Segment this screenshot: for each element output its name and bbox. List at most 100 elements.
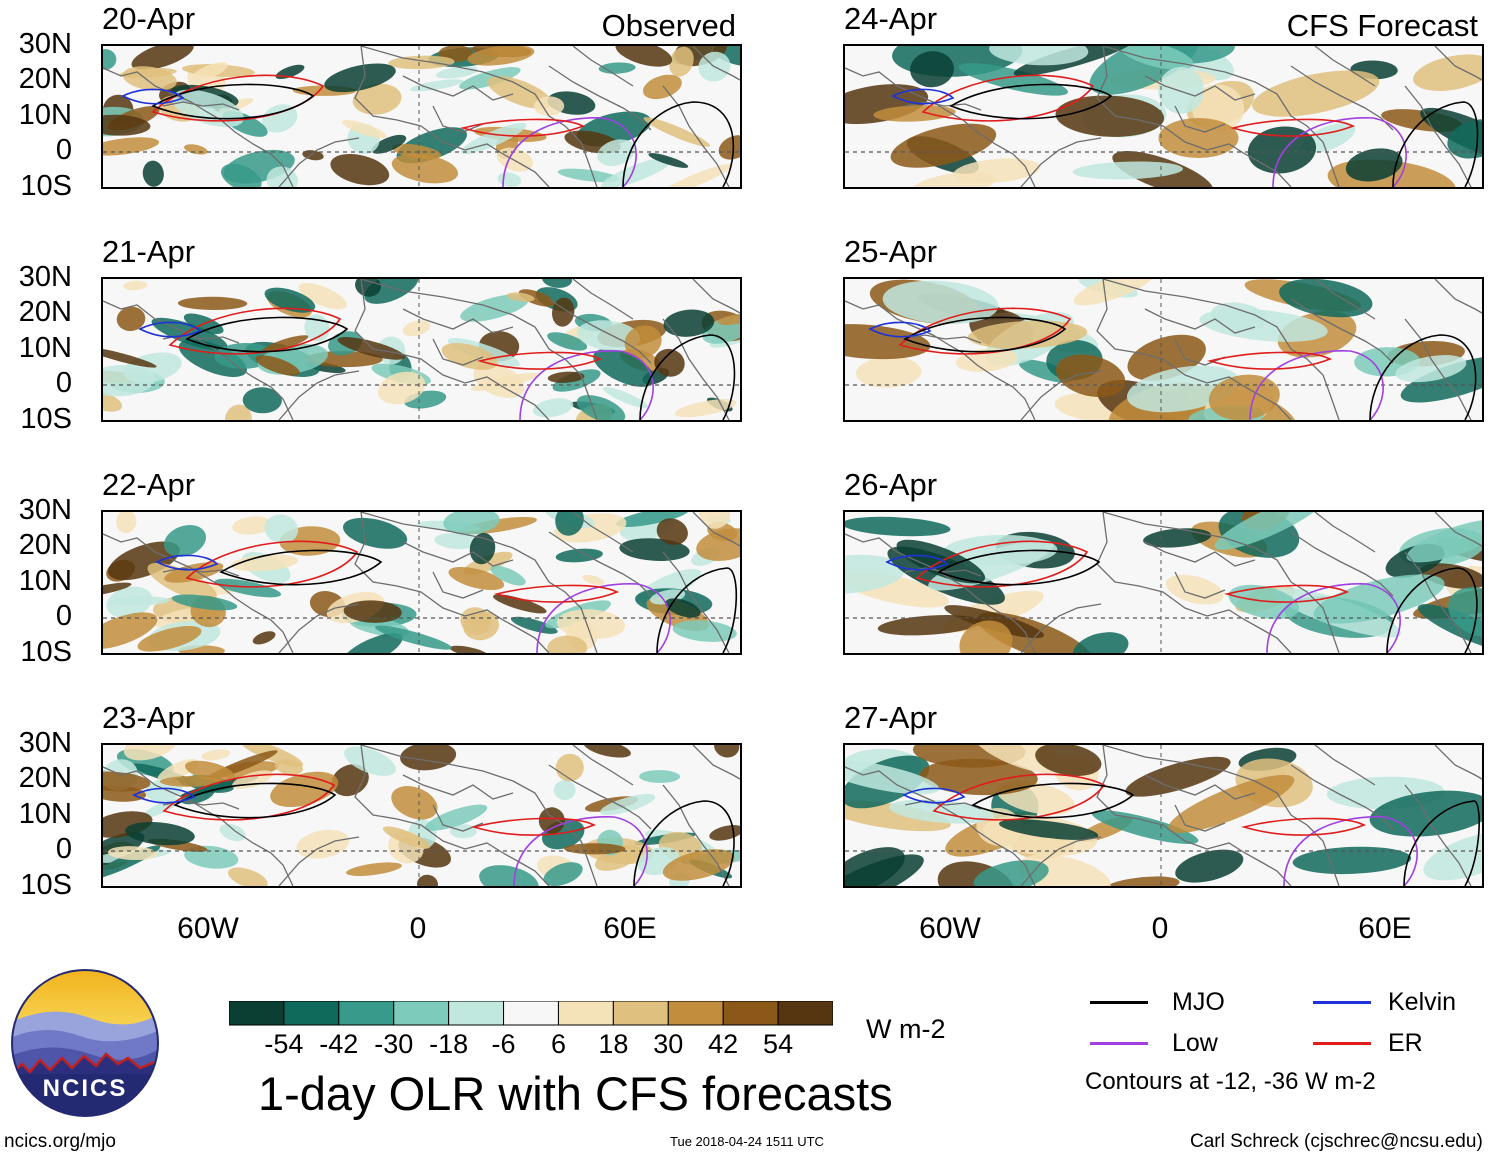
- footer-timestamp: Tue 2018-04-24 1511 UTC: [670, 1134, 824, 1149]
- olr-anomaly-blob: [1406, 519, 1482, 563]
- er-contour: [151, 74, 325, 122]
- olr-anomaly-blob: [919, 758, 1038, 796]
- er-contour: [898, 307, 1072, 355]
- olr-anomaly-blob: [171, 594, 238, 611]
- er-contour: [1206, 351, 1332, 370]
- coastline: [1174, 571, 1226, 599]
- olr-anomaly-blob: [953, 158, 1041, 184]
- footer-credit: Carl Schreck (cjschrec@ncsu.edu): [1190, 1131, 1483, 1152]
- er-contour: [168, 307, 342, 355]
- olr-anomaly-blob: [1158, 67, 1205, 114]
- olr-anomaly-blob: [1035, 745, 1102, 777]
- er-contour: [915, 540, 1089, 588]
- olr-anomaly-blob: [242, 387, 282, 414]
- mjo-contour: [173, 782, 337, 819]
- olr-anomaly-blob: [1413, 54, 1482, 91]
- coastline: [1102, 512, 1340, 653]
- olr-anomaly-blob: [510, 616, 558, 634]
- olr-anomaly-blob: [577, 320, 641, 351]
- olr-anomaly-blob: [470, 372, 539, 391]
- olr-anomaly-blob: [556, 609, 626, 639]
- coastline: [103, 533, 294, 653]
- olr-anomaly-blob: [967, 320, 1088, 349]
- lon-label: 0: [409, 912, 427, 945]
- coastline: [1020, 137, 1102, 187]
- coastline: [278, 370, 360, 420]
- olr-anomaly-blob: [642, 74, 682, 100]
- coastline: [360, 279, 598, 420]
- coastline: [103, 766, 294, 886]
- lat-label: 10S: [20, 170, 72, 202]
- mjo-contour: [937, 549, 1101, 586]
- coastline: [572, 279, 634, 320]
- coastline: [402, 541, 514, 567]
- olr-anomaly-blob: [391, 786, 438, 820]
- colorbar-swatch: [229, 1001, 285, 1026]
- olr-anomaly-blob: [391, 153, 458, 184]
- coastline: [692, 46, 740, 81]
- olr-anomaly-blob: [1292, 846, 1412, 875]
- lat-label: 10S: [20, 403, 72, 435]
- mjo-contour: [1403, 800, 1480, 886]
- lat-label: 0: [55, 833, 72, 865]
- coastline: [1174, 105, 1226, 133]
- olr-anomaly-blob: [111, 596, 170, 606]
- olr-anomaly-blob: [959, 620, 1013, 653]
- figure-title: 1-day OLR with CFS forecasts: [258, 1067, 893, 1120]
- olr-anomaly-blob: [553, 780, 576, 801]
- coastline: [360, 46, 598, 187]
- olr-anomaly-blob: [1055, 95, 1165, 137]
- coastline: [845, 300, 1036, 420]
- olr-anomaly-blob: [597, 139, 636, 167]
- olr-anomaly-blob: [434, 533, 478, 550]
- olr-anomaly-blob: [116, 512, 137, 534]
- er-contour: [185, 540, 359, 588]
- lat-label: 0: [55, 134, 72, 166]
- olr-anomaly-blob: [342, 517, 408, 549]
- olr-anomaly-blob: [178, 339, 247, 377]
- coastline: [1102, 279, 1340, 420]
- coastline: [1434, 279, 1482, 314]
- lon-label: 60W: [919, 912, 981, 945]
- olr-anomaly-blob: [227, 867, 268, 886]
- olr-anomaly-blob: [989, 46, 1089, 66]
- olr-anomaly-blob: [547, 635, 588, 653]
- coastline: [548, 298, 652, 364]
- olr-anomaly-blob: [1073, 279, 1155, 306]
- olr-anomaly-blob: [669, 46, 694, 77]
- mjo-contour: [639, 334, 736, 420]
- olr-anomaly-blob: [506, 292, 535, 302]
- olr-anomaly-blob: [137, 626, 202, 652]
- olr-anomaly-blob: [171, 89, 244, 128]
- coastline: [1174, 804, 1226, 832]
- olr-anomaly-blob: [116, 306, 146, 332]
- olr-anomaly-blob: [255, 355, 300, 376]
- coastline: [360, 512, 598, 653]
- coastline: [1404, 85, 1472, 187]
- olr-anomaly-blob: [1208, 374, 1280, 420]
- olr-anomaly-blob: [564, 843, 626, 855]
- olr-map-panel: [101, 277, 742, 422]
- olr-anomaly-blob: [998, 819, 1099, 840]
- olr-anomaly-blob: [460, 607, 492, 635]
- coastline: [692, 745, 740, 780]
- panel-date: 20-Apr: [102, 1, 196, 36]
- olr-anomaly-blob: [1072, 632, 1129, 653]
- kelvin-contour: [902, 787, 966, 804]
- olr-anomaly-blob: [845, 516, 951, 537]
- olr-anomaly-blob: [103, 771, 151, 792]
- mjo-contour: [1392, 101, 1479, 187]
- lat-label: 20N: [18, 63, 72, 95]
- legend-swatch-kelvin: [1313, 1001, 1371, 1004]
- low-contour: [502, 117, 637, 187]
- olr-anomaly-blob: [352, 83, 402, 115]
- panel-date: 21-Apr: [102, 234, 196, 269]
- olr-map-panel: [843, 44, 1484, 189]
- coastline: [354, 279, 550, 420]
- olr-anomaly-blob: [1345, 148, 1403, 182]
- olr-anomaly-blob: [443, 512, 500, 535]
- olr-anomaly-blob: [1143, 528, 1212, 548]
- coastline: [360, 745, 598, 886]
- olr-anomaly-blob: [232, 516, 273, 535]
- olr-anomaly-blob: [402, 320, 431, 337]
